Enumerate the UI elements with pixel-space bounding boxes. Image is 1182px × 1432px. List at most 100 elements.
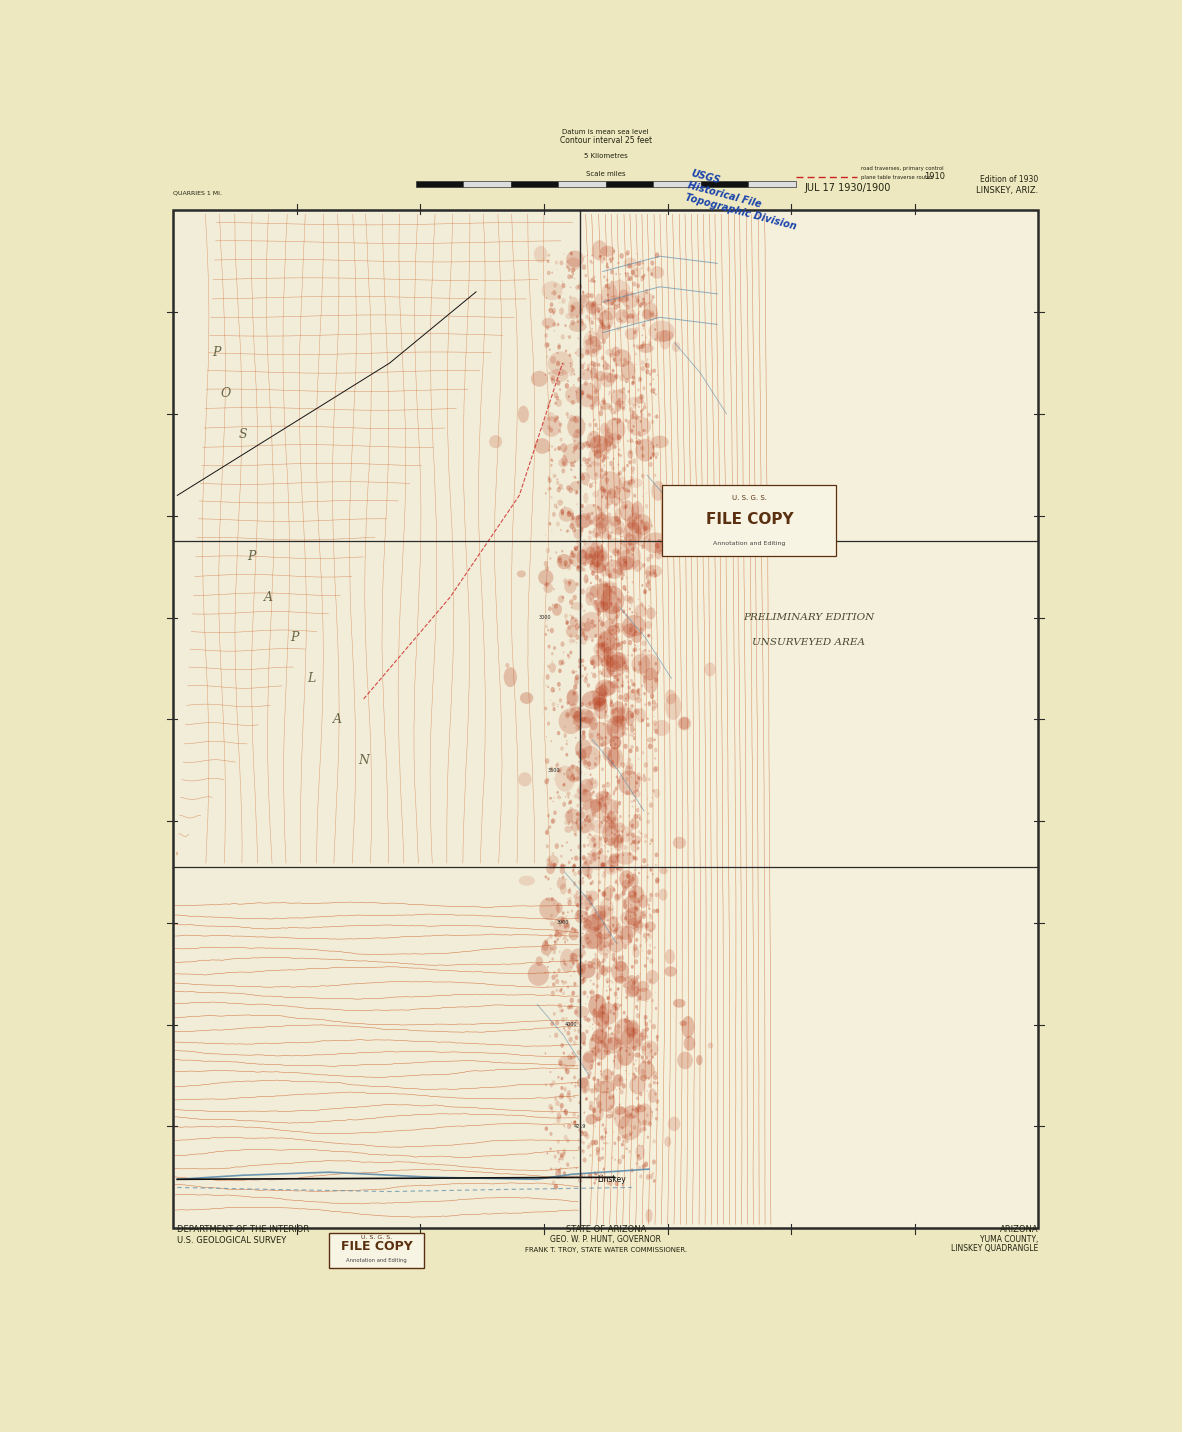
Ellipse shape [648,1083,652,1088]
Ellipse shape [656,1035,658,1040]
Ellipse shape [561,488,564,490]
Ellipse shape [635,275,636,278]
Ellipse shape [577,544,580,548]
Ellipse shape [571,319,574,325]
Ellipse shape [560,746,564,750]
Ellipse shape [632,888,637,894]
Ellipse shape [593,1008,596,1012]
Ellipse shape [599,1073,602,1075]
Ellipse shape [632,266,641,278]
Ellipse shape [613,680,615,682]
Ellipse shape [610,816,619,823]
Ellipse shape [587,536,591,540]
Ellipse shape [578,783,586,795]
Ellipse shape [600,422,609,435]
Ellipse shape [615,623,624,633]
Ellipse shape [600,654,613,669]
Ellipse shape [566,924,570,928]
Ellipse shape [631,295,634,298]
Ellipse shape [606,662,621,672]
Ellipse shape [634,736,636,739]
Ellipse shape [656,908,658,912]
Ellipse shape [651,998,654,1002]
Ellipse shape [602,965,604,967]
Ellipse shape [590,991,591,994]
Ellipse shape [590,1088,595,1094]
Ellipse shape [582,457,586,463]
Ellipse shape [618,770,641,795]
Ellipse shape [583,759,587,765]
Ellipse shape [599,683,608,697]
Ellipse shape [637,1061,655,1078]
Ellipse shape [638,915,642,921]
Ellipse shape [570,302,585,318]
Ellipse shape [645,564,662,577]
Ellipse shape [626,480,631,485]
Ellipse shape [624,378,629,384]
Ellipse shape [612,548,619,557]
Ellipse shape [580,719,583,722]
Ellipse shape [571,616,574,620]
Ellipse shape [569,487,573,493]
Ellipse shape [649,372,651,375]
Ellipse shape [572,690,576,696]
Ellipse shape [647,723,650,727]
Text: S: S [239,428,247,441]
Ellipse shape [622,732,625,736]
Ellipse shape [626,874,630,878]
Ellipse shape [580,1077,590,1094]
Ellipse shape [617,710,618,712]
Ellipse shape [648,1121,652,1127]
Ellipse shape [605,453,606,454]
Ellipse shape [604,619,616,632]
Ellipse shape [579,826,583,831]
Ellipse shape [582,292,585,295]
Ellipse shape [613,789,616,793]
Ellipse shape [602,1068,612,1083]
Ellipse shape [574,855,578,861]
Ellipse shape [618,866,623,872]
Ellipse shape [560,988,563,991]
Ellipse shape [559,1154,564,1160]
Ellipse shape [565,879,566,881]
Ellipse shape [648,743,652,749]
Ellipse shape [570,305,573,308]
Ellipse shape [592,856,597,862]
Ellipse shape [572,430,580,447]
Ellipse shape [552,862,556,869]
Ellipse shape [595,1000,597,1002]
Ellipse shape [550,1147,552,1150]
Ellipse shape [547,813,550,818]
Ellipse shape [574,1020,578,1024]
Ellipse shape [599,474,604,478]
Ellipse shape [644,841,647,843]
Ellipse shape [632,531,642,541]
Ellipse shape [602,669,613,677]
Ellipse shape [551,292,552,295]
Ellipse shape [582,659,584,663]
Ellipse shape [590,561,606,573]
Ellipse shape [597,531,600,537]
Ellipse shape [571,1020,574,1025]
Ellipse shape [636,988,651,1001]
Ellipse shape [596,686,609,696]
Ellipse shape [603,258,605,261]
Ellipse shape [625,778,629,782]
Ellipse shape [596,947,598,949]
Ellipse shape [599,341,600,344]
Ellipse shape [628,490,630,493]
Ellipse shape [559,261,564,265]
Ellipse shape [629,874,638,888]
Ellipse shape [600,929,603,932]
Ellipse shape [622,1134,625,1140]
Ellipse shape [651,1024,656,1030]
Ellipse shape [617,623,618,624]
Ellipse shape [574,352,577,354]
Ellipse shape [616,677,619,682]
Ellipse shape [636,975,639,979]
Ellipse shape [595,450,602,460]
Ellipse shape [544,939,548,945]
Ellipse shape [628,478,643,488]
Ellipse shape [590,778,593,785]
Ellipse shape [577,821,595,833]
